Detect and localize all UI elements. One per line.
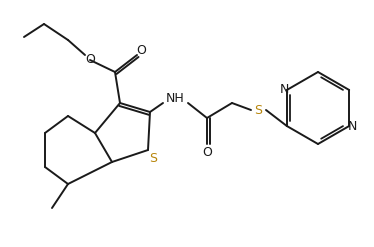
Text: NH: NH — [166, 91, 184, 104]
Text: S: S — [149, 151, 157, 165]
Text: O: O — [202, 145, 212, 159]
Text: S: S — [254, 103, 262, 117]
Text: O: O — [85, 53, 95, 65]
Text: O: O — [136, 43, 146, 57]
Text: N: N — [280, 82, 289, 96]
Text: N: N — [347, 121, 357, 133]
